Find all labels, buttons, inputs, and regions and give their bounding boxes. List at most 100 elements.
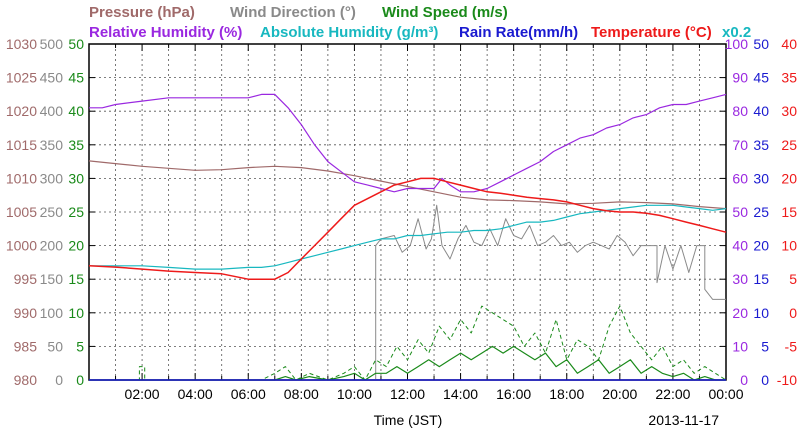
temp-tick-label: 35 (781, 70, 797, 86)
pressure-tick-label: 1005 (6, 204, 37, 220)
legend-temp: Temperature (°C) (591, 24, 712, 41)
rh-tick-label: 10 (732, 338, 748, 354)
rh-tick-label: 90 (732, 70, 748, 86)
x-tick-label: 06:00 (231, 386, 266, 402)
legend-rh: Relative Humidity (%) (89, 24, 242, 41)
x-axis-label: Time (JST) (374, 412, 443, 428)
wind_speed-tick-label: 50 (68, 36, 84, 52)
x-axis-ticks: 02:00 04:00 06:00 08:00 10:00 12:00 14:00 16:00… (125, 386, 744, 402)
rain-tick-label: 50 (753, 36, 769, 52)
rh-tick-label: 30 (732, 271, 748, 287)
pressure-tick-label: 1010 (6, 170, 37, 186)
x-tick-label: 04:00 (178, 386, 213, 402)
series-wind-speed-mean (89, 345, 726, 381)
series-rh (89, 93, 727, 193)
x-tick-label: 22:00 (655, 386, 690, 402)
wind_speed-tick-label: 40 (68, 103, 84, 119)
rh-tick-label: 100 (725, 36, 749, 52)
rain-tick-label: 20 (753, 238, 769, 254)
legend-ah: Absolute Humidity (g/m³) (260, 24, 438, 41)
x-tick-label: 02:00 (125, 386, 160, 402)
pressure-tick-label: 1030 (6, 36, 37, 52)
legend-wind-dir: Wind Direction (°) (230, 4, 356, 21)
wind_dir-tick-label: 350 (40, 137, 64, 153)
x-tick-label: 10:00 (337, 386, 372, 402)
temp-tick-label: 40 (781, 36, 797, 52)
temp-tick-label: -10 (777, 372, 797, 388)
wind_speed-tick-label: 10 (68, 305, 84, 321)
pressure-tick-label: 985 (14, 338, 38, 354)
wind_dir-tick-label: 250 (40, 204, 64, 220)
pressure-tick-label: 995 (14, 271, 38, 287)
wind_speed-tick-label: 25 (68, 204, 84, 220)
rh-tick-label: 0 (740, 372, 748, 388)
grid-lines (89, 43, 726, 381)
pressure-tick-label: 1015 (6, 137, 37, 153)
wind_speed-tick-label: 45 (68, 70, 84, 86)
legend: Pressure (hPa) Wind Direction (°) Wind Spe… (89, 4, 751, 41)
rh-tick-label: 20 (732, 305, 748, 321)
pressure-tick-label: 1000 (6, 238, 37, 254)
rain-tick-label: 45 (753, 70, 769, 86)
wind_dir-tick-label: 100 (40, 305, 64, 321)
wind_speed-tick-label: 20 (68, 238, 84, 254)
wind_dir-tick-label: 400 (40, 103, 64, 119)
x-tick-label: 20:00 (602, 386, 637, 402)
rh-tick-label: 50 (732, 204, 748, 220)
rain-tick-label: 0 (761, 372, 769, 388)
series-wind-dir (89, 204, 726, 381)
wind_speed-tick-label: 5 (76, 338, 84, 354)
series-layer (88, 93, 727, 381)
rain-tick-label: 15 (753, 271, 769, 287)
series-wind-speed-gust (89, 305, 727, 381)
wind_dir-tick-label: 50 (47, 338, 63, 354)
rain-tick-label: 35 (753, 137, 769, 153)
rain-tick-label: 5 (761, 338, 769, 354)
legend-wind-speed: Wind Speed (m/s) (382, 4, 508, 21)
wind_speed-tick-label: 30 (68, 170, 84, 186)
wind_dir-tick-label: 0 (55, 372, 63, 388)
rh-tick-label: 80 (732, 103, 748, 119)
rh-tick-label: 40 (732, 238, 748, 254)
wind_dir-tick-label: 200 (40, 238, 64, 254)
temp-tick-label: 5 (789, 271, 797, 287)
x-tick-label: 14:00 (443, 386, 478, 402)
rain-tick-label: 30 (753, 170, 769, 186)
series-ah (89, 204, 727, 270)
rh-tick-label: 70 (732, 137, 748, 153)
wind_speed-tick-label: 35 (68, 137, 84, 153)
wind_speed-tick-label: 0 (76, 372, 84, 388)
wind_dir-tick-label: 150 (40, 271, 64, 287)
x-tick-label: 12:00 (390, 386, 425, 402)
rain-tick-label: 25 (753, 204, 769, 220)
legend-rain: Rain Rate(mm/h) (459, 24, 578, 41)
temp-tick-label: 10 (781, 238, 797, 254)
series-pressure (88, 160, 727, 210)
series-temp (88, 177, 727, 280)
pressure-tick-label: 1020 (6, 103, 37, 119)
temp-tick-label: 15 (781, 204, 797, 220)
temp-tick-label: 25 (781, 137, 797, 153)
x-tick-label: 00:00 (708, 386, 743, 402)
x-tick-label: 16:00 (496, 386, 531, 402)
pressure-tick-label: 990 (14, 305, 38, 321)
wind_speed-tick-label: 15 (68, 271, 84, 287)
wind_dir-tick-label: 500 (40, 36, 64, 52)
rain-tick-label: 10 (753, 305, 769, 321)
temp-tick-label: 0 (789, 305, 797, 321)
left-axes: 9809859909951000100510101015102010251030… (6, 36, 84, 388)
wind_dir-tick-label: 450 (40, 70, 64, 86)
wind_dir-tick-label: 300 (40, 170, 64, 186)
pressure-tick-label: 1025 (6, 70, 37, 86)
pressure-tick-label: 980 (14, 372, 38, 388)
rain-tick-label: 40 (753, 103, 769, 119)
temp-tick-label: 30 (781, 103, 797, 119)
x-tick-label: 08:00 (284, 386, 319, 402)
temp-tick-label: -5 (785, 338, 798, 354)
right-axes: 0102030405060708090100051015202530354045… (725, 36, 798, 388)
legend-pressure: Pressure (hPa) (89, 4, 195, 21)
rh-tick-label: 60 (732, 170, 748, 186)
date-label: 2013-11-17 (648, 412, 719, 428)
temp-tick-label: 20 (781, 170, 797, 186)
